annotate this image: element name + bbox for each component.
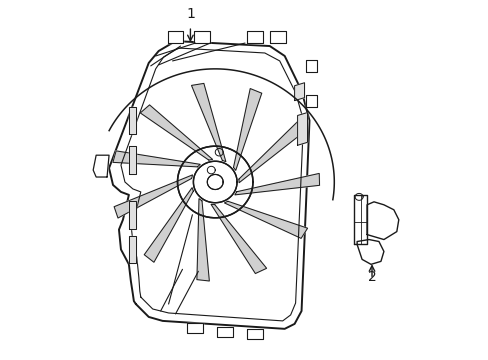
Polygon shape xyxy=(297,113,307,145)
Polygon shape xyxy=(246,31,263,43)
Polygon shape xyxy=(113,151,200,167)
Polygon shape xyxy=(187,323,203,333)
Polygon shape xyxy=(93,155,109,177)
Polygon shape xyxy=(217,327,233,337)
Polygon shape xyxy=(140,105,212,160)
Polygon shape xyxy=(239,121,304,183)
Polygon shape xyxy=(129,146,136,174)
Polygon shape xyxy=(129,107,136,134)
Polygon shape xyxy=(194,31,210,43)
Text: 2: 2 xyxy=(367,270,376,284)
Polygon shape xyxy=(224,201,307,238)
Text: 1: 1 xyxy=(185,7,194,21)
Polygon shape xyxy=(356,239,383,264)
Polygon shape xyxy=(211,204,266,274)
Polygon shape xyxy=(114,175,192,218)
Polygon shape xyxy=(144,188,193,262)
Polygon shape xyxy=(129,235,136,264)
Polygon shape xyxy=(269,31,285,43)
Polygon shape xyxy=(353,195,366,244)
Polygon shape xyxy=(191,84,225,162)
Polygon shape xyxy=(109,41,309,329)
Polygon shape xyxy=(305,95,317,107)
Polygon shape xyxy=(233,89,261,170)
Polygon shape xyxy=(305,60,317,72)
Polygon shape xyxy=(246,329,263,339)
Polygon shape xyxy=(294,83,304,100)
Polygon shape xyxy=(129,201,136,229)
Polygon shape xyxy=(234,174,319,195)
Polygon shape xyxy=(197,199,209,281)
Polygon shape xyxy=(167,31,183,43)
Polygon shape xyxy=(366,202,398,239)
